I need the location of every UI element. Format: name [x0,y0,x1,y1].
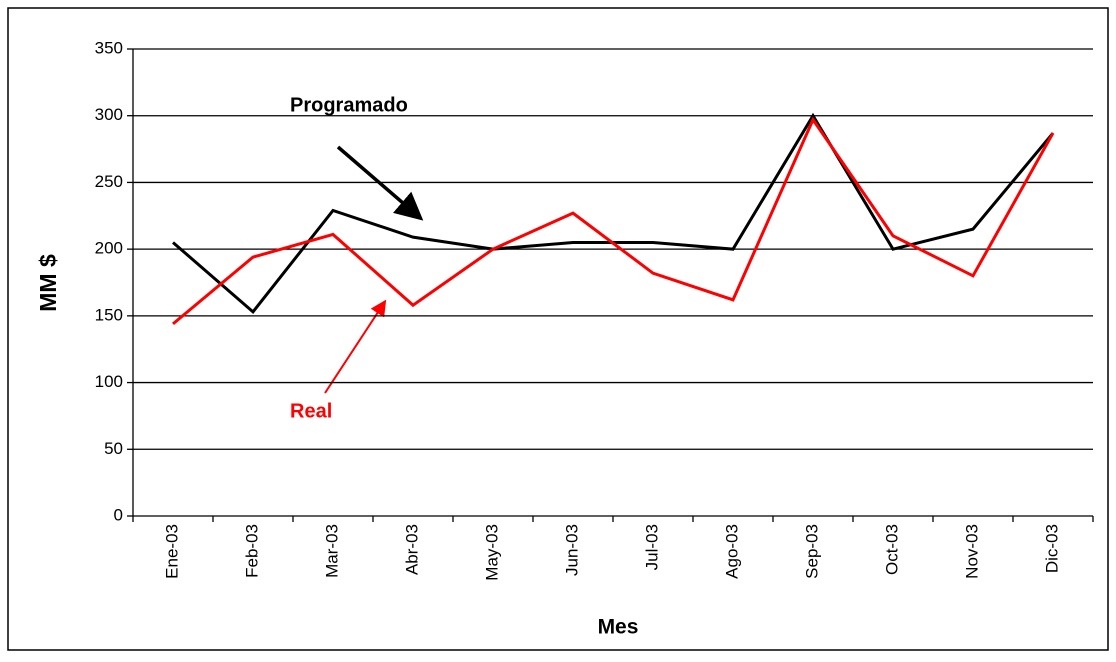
y-axis-label: MM $ [35,254,61,312]
x-tick-label: Abr-03 [402,524,421,575]
series-line [172,116,1055,326]
y-tick-label: 150 [95,305,123,324]
annotation: Programado [290,94,408,116]
arrow [336,145,424,221]
y-tick-label: 300 [95,105,123,124]
y-tick-label: 50 [104,439,123,458]
x-tick-label: Feb-03 [242,524,261,578]
x-tick-label: Jul-03 [642,524,661,570]
x-tick-label: Dic-03 [1042,524,1061,573]
annotation: Real [290,400,332,422]
x-tick-label: May-03 [482,524,501,581]
y-tick-label: 0 [114,505,123,524]
y-tick-label: 250 [95,172,123,191]
x-tick-label: Jun-03 [562,524,581,576]
x-tick-label: Nov-03 [962,524,981,579]
y-tick-label: 350 [95,38,123,57]
x-tick-label: Ene-03 [162,524,181,579]
arrow [324,299,387,394]
x-tick-label: Ago-03 [722,524,741,579]
y-tick-label: 200 [95,239,123,258]
x-tick-label: Sep-03 [802,524,821,579]
y-tick-label: 100 [95,372,123,391]
series-line [172,112,1055,315]
x-tick-label: Mar-03 [322,524,341,578]
x-axis-label: Mes [598,616,639,639]
x-tick-label: Oct-03 [882,524,901,575]
frame [7,7,1109,651]
